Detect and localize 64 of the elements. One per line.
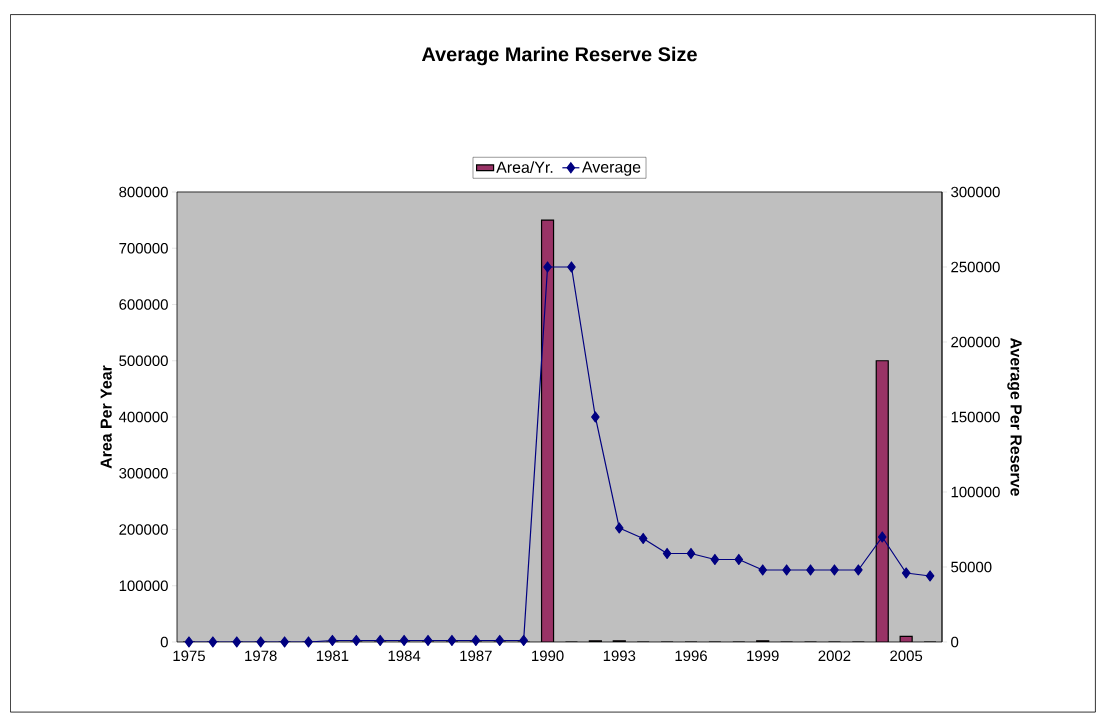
point [758,564,768,576]
point [686,547,696,560]
y-tick-label: 700000 [119,242,168,254]
point [471,634,481,647]
y-tick-label: 500000 [119,355,168,367]
y2-tick-label: 150000 [951,411,1000,423]
point [662,547,672,560]
legend-label: Area/Yr. [496,161,553,173]
y2-tick-label: 250000 [951,261,1000,273]
x-tick-label: 1996 [675,650,707,662]
point [280,636,289,648]
y2-axis-title: Average Per Reserve [1007,337,1022,496]
y-tick-label: 0 [160,636,168,648]
point [830,564,839,576]
point [614,522,624,534]
y2-tick-label: 50000 [951,561,992,573]
y-tick-label: 300000 [119,467,168,479]
point [925,570,935,582]
point [304,636,313,648]
y-tick-label: 100000 [119,580,168,592]
x-tick-label: 1978 [245,650,277,662]
y-tick-label: 200000 [119,524,168,535]
point [638,532,648,545]
y-tick-label: 800000 [119,186,168,198]
y-tick-label: 600000 [119,299,168,310]
bar [540,219,555,642]
point [877,531,887,543]
point [782,564,791,576]
y2-tick-label: 200000 [951,336,1000,348]
point [567,261,576,273]
bar [875,360,889,642]
point [232,636,242,648]
chart-title: Average Marine Reserve Size [421,46,697,66]
x-tick-label: 1987 [460,650,492,662]
point [591,411,600,423]
point [854,564,863,576]
point [423,634,433,647]
legend-label: Average [581,161,641,176]
y2-tick-label: 300000 [951,186,1000,198]
x-tick-label: 1981 [316,650,349,662]
x-tick-label: 1975 [173,650,205,662]
point [184,636,194,648]
y-axis-title: Area Per Year [100,365,112,469]
y2-tick-label: 100000 [951,486,1000,498]
point [447,634,457,647]
x-tick-label: 1999 [747,650,779,662]
y2-tick-label: 0 [951,636,959,648]
y-tick-label: 400000 [118,411,168,423]
point [543,261,552,273]
x-tick-label: 2005 [890,650,923,662]
point [399,634,409,647]
x-tick-label: 1993 [603,650,636,662]
point [901,567,911,579]
point [375,634,385,647]
x-tick-label: 1990 [532,650,564,662]
point [734,553,744,566]
point [806,564,815,576]
x-tick-label: 1984 [388,650,421,662]
x-tick-label: 2002 [818,650,851,662]
point [208,636,218,648]
point [710,553,720,566]
point [351,634,361,647]
point [495,634,505,647]
point [256,636,266,648]
